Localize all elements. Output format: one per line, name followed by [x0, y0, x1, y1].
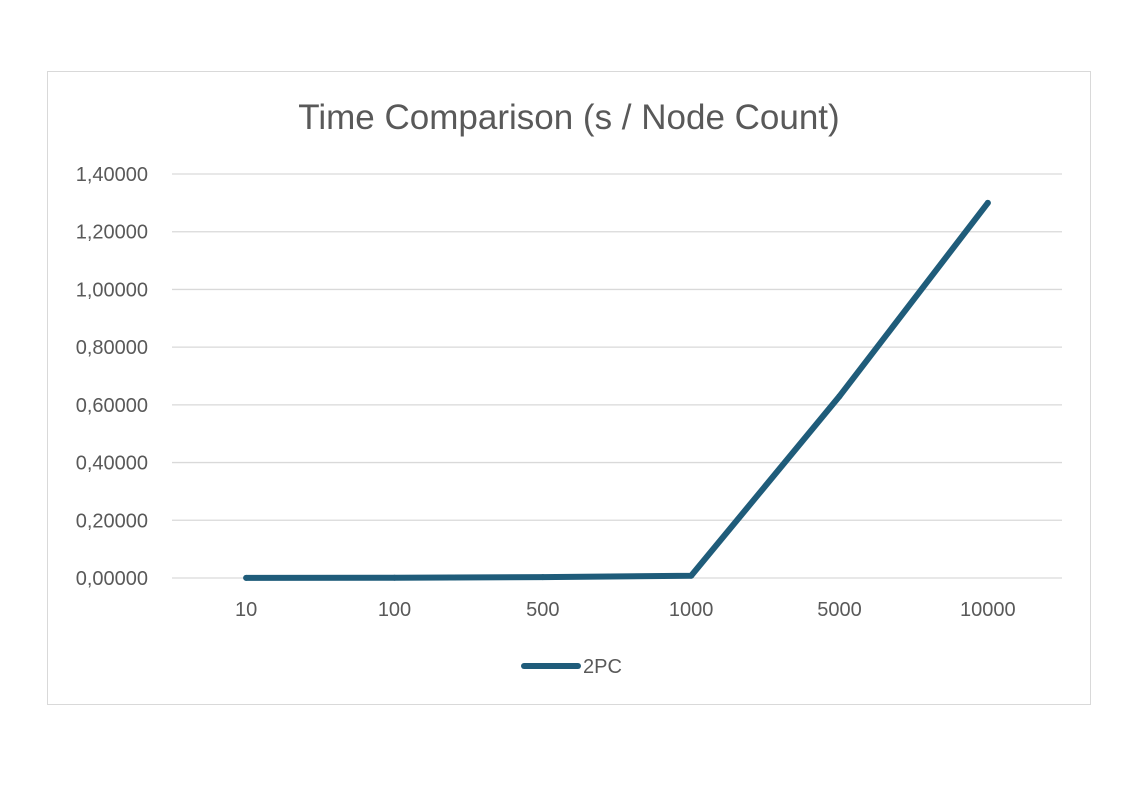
gridlines: [172, 173, 1062, 579]
x-axis-ticks: 10 100 500 1000 5000 10000: [235, 599, 1016, 621]
data-point: [391, 574, 398, 581]
x-tick-label: 10000: [960, 599, 1016, 621]
data-point: [243, 574, 250, 581]
x-tick-label: 1000: [669, 599, 714, 621]
legend-label: 2PC: [583, 656, 622, 678]
chart-frame: [47, 71, 1091, 705]
y-tick-label: 1,20000: [76, 222, 148, 244]
y-axis-ticks: 0,00000 0,20000 0,40000 0,60000 0,80000 1,000…: [76, 164, 148, 590]
x-tick-label: 100: [378, 599, 411, 621]
legend[interactable]: 2PC: [521, 656, 622, 678]
data-point: [539, 574, 546, 581]
y-tick-label: 0,40000: [76, 453, 148, 475]
y-tick-label: 0,20000: [76, 510, 148, 532]
x-tick-label: 10: [235, 599, 257, 621]
data-point: [984, 199, 991, 206]
data-point: [836, 393, 843, 400]
series-layer: [243, 199, 991, 581]
y-tick-label: 0,00000: [76, 568, 148, 590]
data-point: [688, 572, 695, 579]
y-tick-label: 0,60000: [76, 395, 148, 417]
chart-title: Time Comparison (s / Node Count): [298, 98, 839, 137]
y-tick-label: 1,00000: [76, 279, 148, 301]
x-tick-label: 500: [526, 599, 559, 621]
x-tick-label: 5000: [817, 599, 862, 621]
series-line: [243, 199, 991, 581]
y-tick-label: 1,40000: [76, 164, 148, 186]
y-tick-label: 0,80000: [76, 337, 148, 359]
